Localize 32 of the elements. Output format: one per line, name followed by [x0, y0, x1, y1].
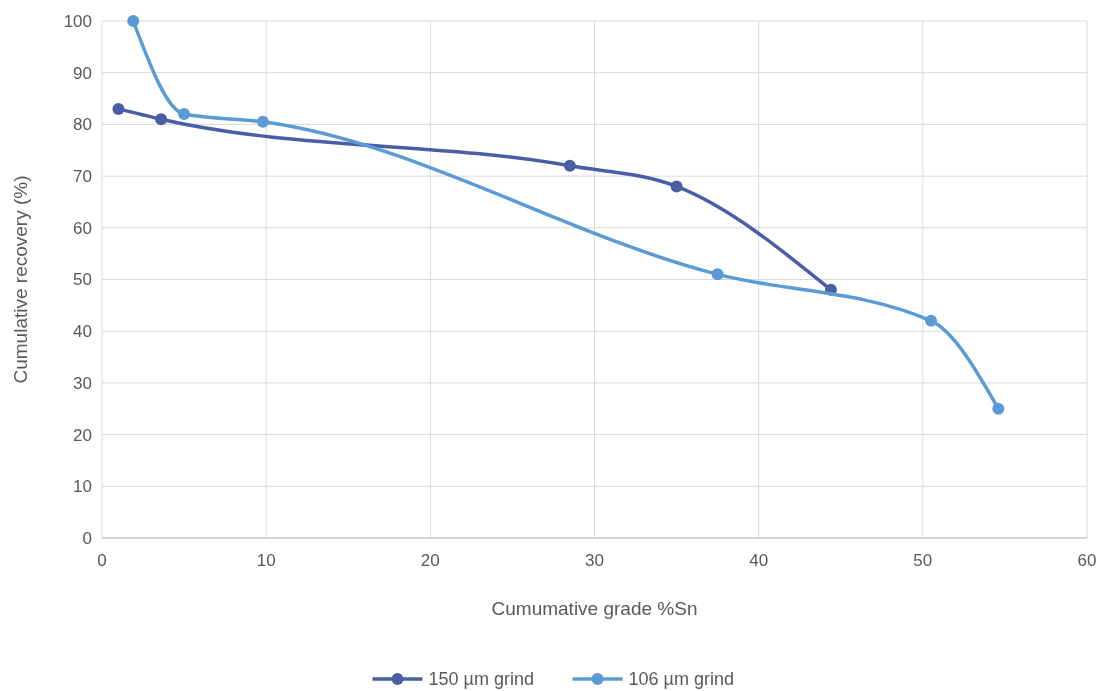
point	[127, 15, 140, 27]
y-tick-label: 50	[73, 270, 92, 290]
point	[178, 108, 191, 121]
y-tick-label: 40	[73, 322, 92, 342]
y-tick-label: 30	[73, 373, 92, 393]
x-tick-label: 10	[256, 551, 276, 570]
x-tick-label: 60	[1077, 551, 1097, 570]
y-tick-label: 100	[63, 11, 92, 31]
point	[992, 402, 1005, 415]
point	[155, 113, 168, 126]
x-tick-label: 50	[913, 551, 933, 570]
point	[711, 268, 724, 281]
point	[563, 159, 576, 172]
x-tick-label: 40	[749, 551, 769, 570]
y-tick-label: 60	[73, 218, 92, 238]
y-tick-label: 80	[73, 115, 92, 135]
point	[256, 115, 269, 128]
y-tick-label: 70	[73, 167, 92, 187]
legend-label: 106 µm grind	[628, 669, 734, 690]
y-tick-label: 20	[73, 425, 92, 445]
y-tick-label: 10	[73, 477, 92, 497]
point	[670, 180, 683, 193]
y-axis-title: Cumulative recovery (%)	[10, 175, 31, 384]
x-tick-label: 20	[420, 551, 440, 570]
point	[112, 102, 125, 115]
point	[925, 314, 938, 327]
x-axis-title: Cumumative grade %Sn	[491, 598, 698, 619]
y-tick-label: 0	[82, 528, 92, 548]
x-tick-label: 0	[97, 551, 107, 570]
legend-label: 150 µm grind	[428, 669, 534, 690]
y-tick-label: 90	[73, 63, 92, 83]
x-tick-label: 30	[585, 551, 604, 570]
